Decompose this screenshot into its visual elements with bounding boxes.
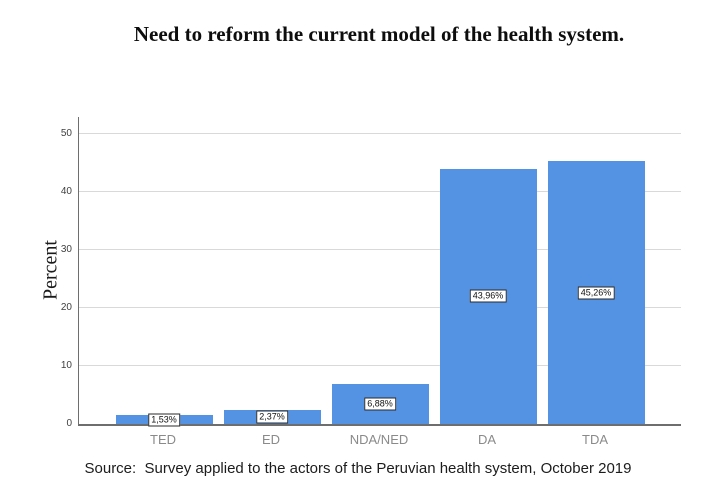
- gridline-40: [79, 190, 681, 192]
- bar-value-label-TDA: 45,26%: [577, 286, 615, 300]
- chart-title: Need to reform the current model of the …: [133, 22, 625, 46]
- x-category-label-TED: TED: [150, 432, 176, 447]
- gridline-30: [79, 248, 681, 250]
- x-category-label-NDA/NED: NDA/NED: [349, 432, 409, 447]
- source-note: Source: Survey applied to the actors of …: [84, 460, 632, 477]
- bar-value-label-ED: 2,37%: [256, 410, 288, 424]
- y-tick-label-40: 40: [60, 185, 72, 197]
- y-tick-label-30: 30: [60, 243, 72, 255]
- x-category-label-ED: ED: [261, 432, 281, 447]
- y-tick-label-10: 10: [60, 359, 72, 371]
- gridline-50: [79, 132, 681, 134]
- x-category-label-DA: DA: [477, 432, 497, 447]
- y-tick-label-0: 0: [66, 418, 72, 429]
- y-tick-label-50: 50: [60, 127, 72, 139]
- bar-value-label-DA: 43,96%: [469, 289, 507, 303]
- gridline-20: [79, 306, 681, 308]
- gridline-10: [79, 364, 681, 366]
- bar-value-label-NDA/NED: 6,88%: [364, 397, 396, 411]
- x-category-label-TDA: TDA: [582, 432, 608, 447]
- plot-area: 1,53% 2,37% 6,88% 43,96% 45,26%: [78, 117, 681, 427]
- bar-value-label-TED: 1,53%: [148, 413, 180, 427]
- y-tick-label-20: 20: [60, 301, 72, 313]
